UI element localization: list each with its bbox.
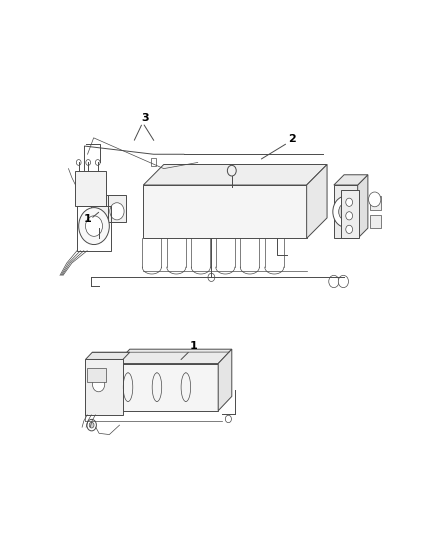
Circle shape (225, 415, 231, 423)
Circle shape (95, 159, 100, 165)
Circle shape (345, 198, 352, 206)
Circle shape (78, 207, 109, 245)
Circle shape (85, 216, 102, 236)
Circle shape (76, 159, 81, 165)
Circle shape (368, 192, 380, 207)
Polygon shape (333, 185, 357, 238)
Text: 1: 1 (189, 341, 197, 351)
Circle shape (87, 419, 96, 431)
Polygon shape (85, 359, 123, 415)
Circle shape (208, 273, 214, 281)
Bar (369, 215, 381, 228)
Circle shape (328, 276, 338, 288)
Circle shape (345, 212, 352, 220)
Circle shape (86, 159, 90, 165)
Polygon shape (75, 171, 106, 206)
Polygon shape (340, 190, 359, 238)
Bar (369, 196, 381, 209)
Polygon shape (306, 165, 326, 238)
Text: 2: 2 (287, 134, 295, 144)
Circle shape (332, 196, 358, 227)
Circle shape (338, 203, 352, 220)
Polygon shape (218, 349, 231, 411)
Polygon shape (357, 175, 367, 238)
Polygon shape (116, 364, 218, 411)
Polygon shape (143, 165, 326, 185)
Circle shape (92, 377, 105, 392)
Circle shape (227, 165, 236, 176)
Polygon shape (333, 175, 367, 185)
Circle shape (95, 235, 102, 243)
Bar (151, 158, 156, 166)
Text: 1: 1 (84, 214, 92, 224)
Polygon shape (143, 185, 306, 238)
Polygon shape (85, 352, 130, 359)
Polygon shape (90, 195, 107, 228)
Circle shape (338, 276, 348, 288)
Circle shape (345, 225, 352, 233)
Polygon shape (107, 195, 126, 222)
Text: 3: 3 (141, 114, 149, 124)
Circle shape (89, 422, 94, 428)
Polygon shape (116, 349, 231, 364)
Bar (87, 368, 106, 382)
Circle shape (110, 203, 124, 220)
